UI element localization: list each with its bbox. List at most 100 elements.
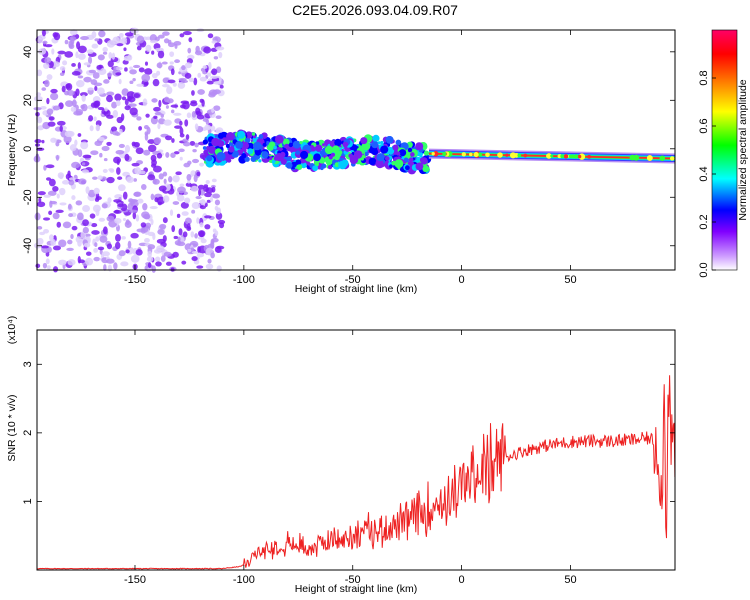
noise-blob bbox=[149, 205, 158, 210]
noise-blob bbox=[191, 250, 200, 254]
noise-blob bbox=[92, 72, 100, 79]
noise-blob bbox=[67, 170, 71, 177]
noise-blob bbox=[174, 59, 181, 63]
band-blob bbox=[380, 145, 389, 154]
noise-blob bbox=[85, 186, 90, 194]
noise-blob bbox=[59, 72, 65, 76]
noise-blob bbox=[107, 60, 114, 68]
noise-blob bbox=[101, 251, 110, 257]
band-blob bbox=[397, 166, 401, 170]
band-blob bbox=[348, 153, 353, 158]
noise-blob bbox=[112, 109, 119, 118]
band-blob bbox=[404, 165, 410, 171]
noise-blob bbox=[94, 38, 100, 42]
band-blob bbox=[398, 149, 407, 157]
noise-blob bbox=[118, 128, 123, 134]
noise-blob bbox=[80, 104, 85, 110]
noise-blob bbox=[133, 178, 137, 182]
noise-blob bbox=[124, 153, 130, 161]
noise-blob bbox=[119, 32, 124, 38]
noise-blob bbox=[83, 76, 92, 83]
noise-blob bbox=[133, 142, 140, 148]
noise-blob bbox=[203, 186, 210, 192]
noise-blob bbox=[167, 79, 176, 84]
noise-blob bbox=[184, 72, 192, 79]
band-blob bbox=[322, 143, 326, 147]
noise-blob bbox=[37, 37, 43, 44]
noise-blob bbox=[130, 27, 139, 34]
noise-blob bbox=[55, 209, 64, 214]
noise-blob bbox=[162, 217, 168, 224]
snr-x-axis-title: Height of straight line (km) bbox=[295, 583, 418, 595]
noise-blob bbox=[120, 113, 125, 121]
band-blob bbox=[282, 138, 290, 146]
noise-blob bbox=[188, 77, 195, 83]
noise-blob bbox=[197, 89, 205, 95]
noise-blob bbox=[211, 178, 217, 183]
noise-blob bbox=[85, 251, 92, 256]
noise-blob bbox=[125, 249, 130, 254]
noise-blob bbox=[68, 213, 74, 218]
noise-blob bbox=[111, 101, 118, 109]
noise-blob bbox=[219, 84, 224, 89]
band-blob bbox=[403, 157, 409, 162]
noise-blob bbox=[117, 176, 123, 180]
band-blob bbox=[254, 148, 262, 156]
noise-blob bbox=[176, 213, 181, 218]
noise-blob bbox=[199, 162, 205, 167]
noise-blob bbox=[34, 212, 41, 221]
noise-blob bbox=[94, 242, 98, 247]
noise-blob bbox=[80, 36, 89, 41]
noise-blob bbox=[205, 119, 210, 125]
noise-blob bbox=[173, 112, 182, 116]
noise-blob bbox=[180, 104, 186, 109]
noise-blob bbox=[172, 82, 177, 87]
noise-blob bbox=[170, 68, 175, 76]
noise-blob bbox=[68, 179, 75, 186]
band-blob bbox=[380, 140, 384, 145]
x-tick-label: 0 bbox=[459, 274, 465, 286]
noise-blob bbox=[35, 154, 40, 162]
noise-blob bbox=[91, 223, 98, 228]
noise-blob bbox=[58, 239, 67, 248]
noise-blob bbox=[52, 245, 61, 251]
band-blob bbox=[328, 155, 333, 160]
noise-blob bbox=[194, 233, 198, 239]
noise-blob bbox=[198, 188, 202, 197]
noise-blob bbox=[172, 251, 179, 258]
noise-blob bbox=[150, 193, 155, 201]
noise-blob bbox=[159, 223, 167, 230]
noise-blob bbox=[182, 30, 192, 36]
noise-blob bbox=[52, 212, 60, 220]
band-blob bbox=[315, 141, 320, 146]
noise-blob bbox=[43, 194, 51, 198]
noise-blob bbox=[58, 259, 67, 266]
band-blob bbox=[285, 162, 293, 169]
noise-blob bbox=[207, 258, 212, 264]
noise-blob bbox=[103, 226, 108, 235]
noise-blob bbox=[124, 32, 134, 37]
noise-blob bbox=[43, 62, 50, 69]
noise-blob bbox=[137, 198, 144, 204]
x-tick-label: 50 bbox=[564, 274, 576, 286]
noise-blob bbox=[41, 87, 47, 91]
noise-blob bbox=[179, 120, 183, 126]
noise-blob bbox=[39, 231, 46, 236]
noise-blob bbox=[51, 48, 55, 55]
noise-blob bbox=[165, 152, 170, 158]
noise-blob bbox=[147, 244, 156, 250]
noise-blob bbox=[98, 136, 105, 142]
noise-blob bbox=[195, 107, 201, 115]
noise-blob bbox=[106, 215, 115, 222]
noise-blob bbox=[196, 265, 204, 269]
noise-blob bbox=[69, 29, 78, 36]
colorbar-tick-label: 0.6 bbox=[698, 118, 710, 133]
band-blob bbox=[410, 152, 415, 157]
noise-blob bbox=[129, 69, 137, 75]
noise-blob bbox=[189, 101, 198, 107]
noise-blob bbox=[206, 72, 212, 77]
noise-blob bbox=[156, 245, 165, 252]
noise-blob bbox=[106, 243, 113, 250]
band-highlight bbox=[523, 153, 528, 158]
noise-blob bbox=[146, 256, 154, 263]
